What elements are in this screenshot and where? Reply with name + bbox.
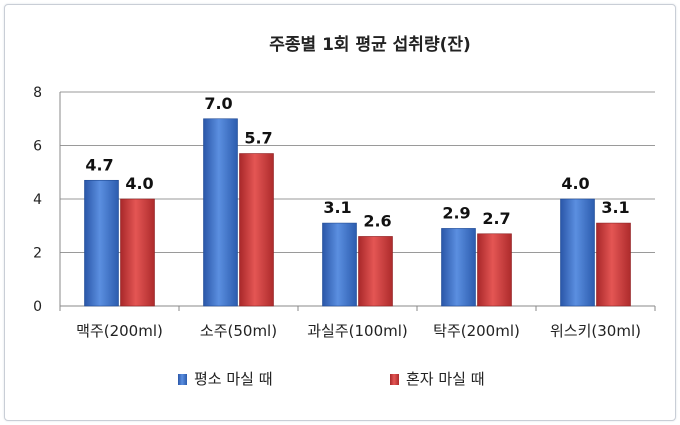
data-label: 2.6 (363, 211, 391, 230)
x-category-label: 탁주(200ml) (433, 322, 520, 340)
data-label: 4.0 (561, 174, 589, 193)
bar (120, 198, 155, 307)
data-label: 2.9 (442, 203, 470, 222)
chart-title: 주종별 1회 평균 섭취량(잔) (269, 34, 471, 55)
x-category-label: 위스키(30ml) (550, 322, 641, 340)
data-label: 3.1 (323, 198, 351, 217)
y-tick-label: 6 (33, 139, 42, 155)
data-label: 4.0 (125, 174, 153, 193)
data-label: 3.1 (601, 198, 629, 217)
x-category-label: 과실주(100ml) (307, 322, 408, 340)
y-tick-label: 4 (33, 192, 42, 208)
bar (84, 179, 119, 307)
bar (239, 153, 274, 307)
bar (441, 228, 476, 307)
data-labels: 4.7 7.0 3.1 2.9 4.0 4.0 5.7 2.6 2.7 3.1 (85, 94, 629, 231)
data-label: 4.7 (85, 155, 113, 174)
y-tick-label: 0 (33, 299, 42, 315)
axes: 0 2 4 6 8 맥주(200ml) 소주(50ml) 과실주(100ml) 탁주(200ml… (33, 85, 656, 340)
bar (560, 198, 595, 307)
y-tick-label: 8 (33, 85, 42, 101)
legend-label: 혼자 마실 때 (406, 370, 485, 388)
y-tick-label: 2 (33, 246, 42, 262)
bar (203, 118, 238, 307)
bar (596, 222, 631, 307)
data-label: 2.7 (482, 209, 510, 228)
data-label: 7.0 (204, 94, 232, 113)
data-label: 5.7 (244, 129, 272, 148)
bar (477, 233, 512, 307)
bar (322, 222, 357, 307)
gridlines (60, 91, 655, 253)
x-category-label: 맥주(200ml) (76, 322, 163, 340)
x-category-label: 소주(50ml) (200, 322, 277, 340)
bar (358, 236, 393, 307)
legend-label: 평소 마실 때 (194, 370, 273, 388)
bars (84, 118, 631, 307)
legend-swatch (178, 374, 187, 385)
legend-swatch (390, 374, 399, 385)
legend: 평소 마실 때 혼자 마실 때 (178, 370, 485, 388)
